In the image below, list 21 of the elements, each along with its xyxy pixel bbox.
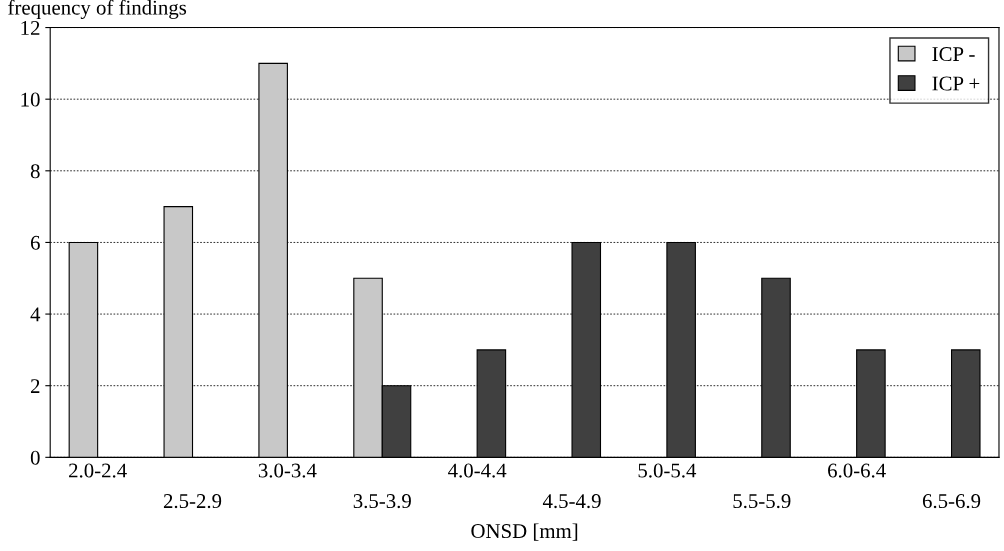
y-tick-label: 2 bbox=[30, 379, 40, 393]
legend-label: ICP + bbox=[932, 76, 980, 91]
x-tick-label: 5.5-5.9 bbox=[733, 494, 791, 509]
y-tick-label: 12 bbox=[21, 20, 40, 35]
x-tick-label: 3.0-3.4 bbox=[258, 463, 317, 478]
y-tick-label: 6 bbox=[30, 235, 40, 250]
x-tick-label: 4.5-4.9 bbox=[542, 494, 601, 509]
y-tick-label: 0 bbox=[30, 450, 40, 465]
x-tick-label: 4.0-4.4 bbox=[448, 463, 507, 478]
y-axis-title: frequency of findings bbox=[8, 0, 187, 19]
y-tick-label: 8 bbox=[30, 164, 40, 179]
y-tick-label: 4 bbox=[30, 307, 41, 322]
x-axis-title: ONSD [mm] bbox=[471, 523, 578, 541]
x-tick-label: 6.0-6.4 bbox=[828, 463, 886, 478]
y-tick-label: 10 bbox=[21, 92, 40, 107]
x-tick-label: 2.0-2.4 bbox=[69, 463, 127, 478]
x-tick-label: 2.5-2.9 bbox=[163, 494, 222, 509]
legend-label: ICP - bbox=[932, 47, 975, 62]
x-tick-label: 3.5-3.9 bbox=[353, 494, 411, 509]
x-tick-label: 5.0-5.4 bbox=[638, 463, 697, 478]
x-tick-label: 6.5-6.9 bbox=[922, 494, 981, 509]
